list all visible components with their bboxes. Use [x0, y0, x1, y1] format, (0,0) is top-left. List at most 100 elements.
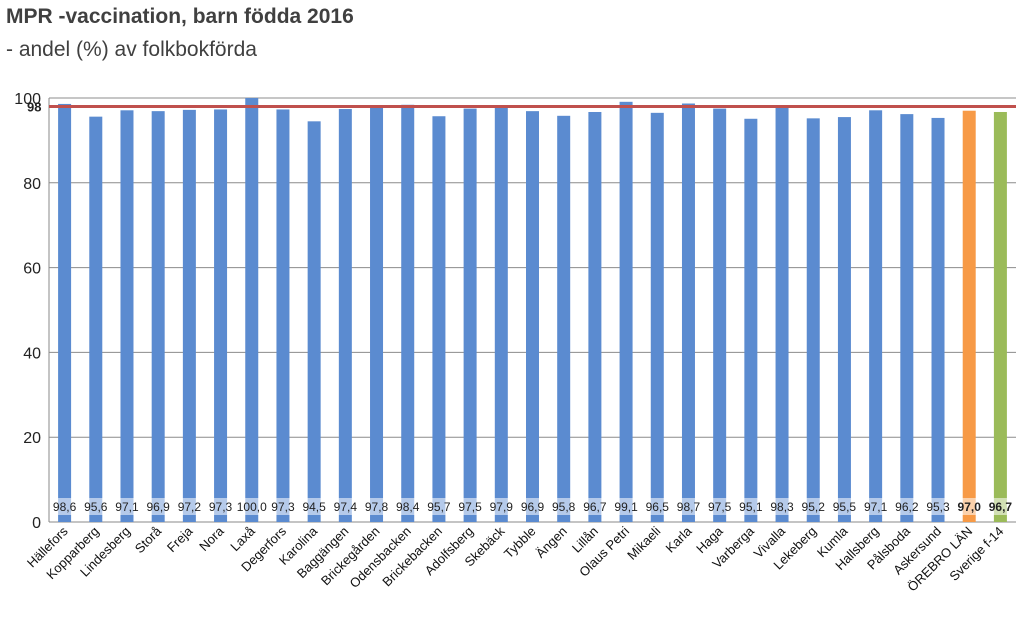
bar — [182, 109, 196, 522]
data-label: 97,0 — [958, 500, 982, 514]
data-label: 95,2 — [802, 500, 826, 514]
bar — [557, 115, 571, 523]
data-label-bg — [891, 498, 922, 515]
data-label: 100,0 — [237, 500, 267, 514]
data-label-bg — [829, 498, 860, 515]
category-label: Nora — [196, 523, 227, 554]
bar — [775, 105, 789, 522]
bar — [494, 106, 508, 523]
bar — [307, 121, 321, 522]
chart-subtitle: - andel (%) av folkbokförda — [6, 38, 257, 61]
bar — [650, 112, 664, 522]
data-label-bg — [611, 498, 642, 515]
bar — [869, 110, 883, 523]
bar — [744, 118, 758, 522]
bar — [432, 116, 446, 523]
data-label: 98,4 — [396, 500, 420, 514]
data-label: 95,1 — [739, 500, 763, 514]
category-label: Mikaeli — [624, 523, 663, 562]
data-label-bg — [923, 498, 954, 515]
data-label: 97,3 — [271, 500, 295, 514]
data-label: 97,4 — [334, 500, 358, 514]
category-label: Karla — [663, 523, 696, 556]
bar — [806, 118, 820, 523]
bar — [58, 103, 72, 522]
data-label: 95,3 — [926, 500, 950, 514]
bar — [214, 109, 228, 522]
bar — [338, 109, 352, 523]
bar — [370, 107, 384, 522]
bar — [120, 110, 134, 523]
bar — [713, 108, 727, 522]
data-label-bg — [330, 498, 361, 515]
data-label-bg — [174, 498, 205, 515]
data-label-bg — [392, 498, 423, 515]
data-label-bg — [517, 498, 548, 515]
bar — [89, 116, 103, 522]
data-label-bg — [267, 498, 298, 515]
data-label-bg — [49, 498, 80, 515]
bar — [401, 104, 415, 522]
data-label-bg — [548, 498, 579, 515]
data-label: 97,1 — [864, 500, 888, 514]
bar — [619, 101, 633, 522]
data-label-bg — [205, 498, 236, 515]
data-label: 98,6 — [53, 500, 77, 514]
data-label-bg — [767, 498, 798, 515]
data-label: 98,7 — [677, 500, 701, 514]
data-label: 99,1 — [614, 500, 638, 514]
category-label: Tybble — [501, 524, 539, 562]
bar — [588, 111, 602, 522]
bar — [681, 103, 695, 523]
y-tick-label: 40 — [23, 345, 41, 362]
data-label: 97,5 — [708, 500, 732, 514]
data-label: 94,5 — [302, 500, 326, 514]
bar — [151, 111, 165, 523]
data-label-bg — [579, 498, 610, 515]
reference-line-label: 98 — [27, 99, 41, 114]
data-label-bg — [143, 498, 174, 515]
data-label: 97,2 — [178, 500, 202, 514]
data-label-bg — [735, 498, 766, 515]
data-label: 95,6 — [84, 500, 108, 514]
bar — [276, 109, 290, 522]
data-label-bg — [361, 498, 392, 515]
bar — [837, 117, 851, 522]
data-label: 96,9 — [146, 500, 170, 514]
data-label: 95,7 — [427, 500, 451, 514]
data-label-bg — [860, 498, 891, 515]
data-label-bg — [299, 498, 330, 515]
data-label: 96,2 — [895, 500, 919, 514]
data-label-bg — [954, 498, 985, 515]
y-tick-label: 60 — [23, 261, 41, 278]
bar — [931, 117, 945, 522]
data-label-bg — [486, 498, 517, 515]
bar — [962, 110, 976, 522]
data-label-bg — [111, 498, 142, 515]
data-label: 97,3 — [209, 500, 233, 514]
y-tick-label: 100 — [14, 91, 41, 108]
data-label: 97,1 — [115, 500, 139, 514]
data-label: 95,5 — [833, 500, 857, 514]
bar — [900, 114, 914, 522]
data-label-bg — [985, 498, 1016, 515]
data-label-bg — [704, 498, 735, 515]
bar — [463, 108, 477, 522]
data-label: 97,8 — [365, 500, 389, 514]
data-label: 97,9 — [490, 500, 514, 514]
bar — [526, 111, 539, 523]
data-label-bg — [455, 498, 486, 515]
data-label: 98,3 — [770, 500, 794, 514]
category-label: Storå — [132, 523, 165, 556]
category-label: Ängen — [533, 524, 570, 561]
chart-title: MPR -vaccination, barn födda 2016 — [6, 5, 354, 28]
data-label: 95,8 — [552, 500, 576, 514]
y-tick-label: 0 — [32, 515, 41, 532]
data-label-bg — [423, 498, 454, 515]
data-label-bg — [236, 498, 267, 515]
data-label-bg — [798, 498, 829, 515]
category-label: Freja — [164, 523, 196, 555]
data-label: 96,9 — [521, 500, 545, 514]
data-label: 97,5 — [458, 500, 482, 514]
